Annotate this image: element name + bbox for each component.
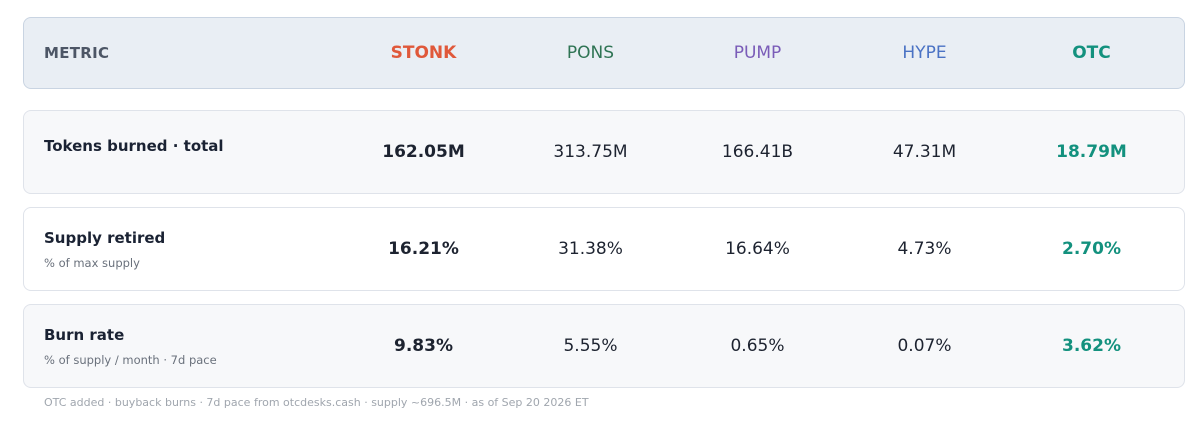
row-burn-rate: Burn rate % of supply / month · 7d pace … (23, 304, 1185, 388)
value-pump: 166.41B (721, 142, 794, 162)
value-otc: 18.79M (1056, 142, 1127, 162)
metric-label-cell: Supply retired % of max supply (24, 229, 340, 270)
value-stonk: 162.05M (382, 142, 465, 162)
metric-subtitle: % of supply / month · 7d pace (44, 352, 217, 367)
metric-column-header: METRIC (44, 44, 110, 62)
column-header-hype: HYPE (902, 43, 947, 63)
value-otc: 2.70% (1062, 239, 1121, 259)
value-pump: 16.64% (725, 239, 790, 259)
column-header-stonk: STONK (390, 43, 457, 63)
value-stonk: 16.21% (388, 239, 459, 259)
value-stonk: 9.83% (394, 336, 453, 356)
metric-title: Tokens burned · total (44, 137, 224, 155)
value-pons: 5.55% (563, 336, 618, 356)
metric-subtitle: % of max supply (44, 255, 140, 270)
value-pump: 0.65% (730, 336, 785, 356)
row-tokens-burned: Tokens burned · total 162.05M 313.75M 16… (23, 110, 1185, 194)
row-supply-retired: Supply retired % of max supply 16.21% 31… (23, 207, 1185, 291)
metric-title: Burn rate (44, 325, 125, 344)
metric-label-cell: Tokens burned · total (24, 111, 340, 155)
value-pons: 313.75M (553, 142, 628, 162)
value-pons: 31.38% (558, 239, 623, 259)
value-hype: 4.73% (897, 239, 952, 259)
value-otc: 3.62% (1062, 336, 1121, 356)
column-header-pons: PONS (566, 43, 615, 63)
metric-title: Supply retired (44, 228, 166, 247)
metric-label-cell: Burn rate % of supply / month · 7d pace (24, 326, 340, 367)
value-hype: 0.07% (897, 336, 952, 356)
value-hype: 47.31M (892, 142, 957, 162)
column-header-pump: PUMP (733, 43, 782, 63)
column-header-otc: OTC (1072, 43, 1111, 63)
footnote: OTC added · buyback burns · 7d pace from… (44, 396, 589, 409)
header-row: METRIC STONK PONS PUMP HYPE OTC (23, 17, 1185, 89)
